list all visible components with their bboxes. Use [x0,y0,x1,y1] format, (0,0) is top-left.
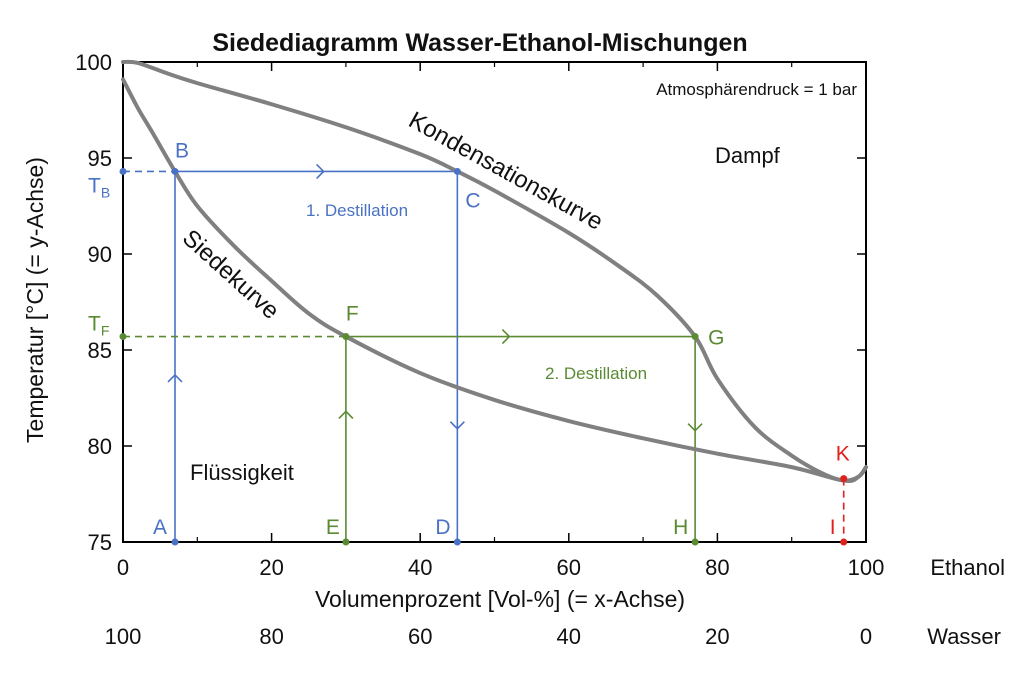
point-g [691,333,699,341]
x-axis: 0 100 20 80 40 60 60 40 80 20 100 0 [105,62,885,649]
y-tick-label: 100 [75,50,112,75]
pressure-annotation: Atmosphärendruck = 1 bar [656,80,857,99]
y-tick-label: 80 [88,434,112,459]
region-label-liquid: Flüssigkeit [190,460,294,485]
temperature-label-tf: TF [88,313,109,339]
y-axis: 75 80 85 90 95 100 [75,50,866,555]
arrow-b-c [316,163,325,180]
x-tick-label: 80 [705,555,729,580]
x-unit-label-ethanol: Ethanol [930,555,1005,580]
x-unit-label-water: Wasser [927,624,1001,649]
point-k [840,475,848,483]
x-tick-label-water: 20 [705,624,729,649]
x-tick-label-water: 0 [860,624,872,649]
y-tick-label: 75 [88,530,112,555]
construction-lines [123,163,845,542]
arrow-g-h [687,423,703,432]
point-i [840,538,848,546]
chart-title: Siedediagramm Wasser-Ethanol-Mischungen [212,29,747,57]
x-axis-label: Volumenprozent [Vol-%] (= x-Achse) [315,586,685,612]
y-tick-label: 85 [88,338,112,363]
arrow-c-d [449,421,465,430]
x-tick-label: 60 [557,555,581,580]
point-f [342,333,350,341]
arrow-e-f [338,410,354,420]
y-axis-label: Temperatur [°C] (= y-Achse) [22,157,48,443]
x-tick-label: 40 [408,555,432,580]
point-label-k: K [836,443,850,466]
x-tick-label-water: 100 [105,624,142,649]
condensation-curve [121,59,868,483]
x-tick-label: 100 [848,555,885,580]
temperature-point-b [119,167,127,175]
point-b [171,167,179,175]
point-label-f: F [346,303,359,326]
boiling-curve-label: Siedekurve [177,224,284,324]
point-label-d: D [435,516,450,539]
y-tick-label: 95 [88,146,112,171]
distillation-label-2: 2. Destillation [545,364,647,383]
point-a [171,538,179,546]
distillation-label-1: 1. Destillation [306,201,408,220]
x-tick-label-water: 40 [557,624,581,649]
point-c [453,167,461,175]
point-label-c: C [465,189,480,212]
x-tick-label-water: 80 [259,624,283,649]
x-tick-label: 0 [117,555,129,580]
point-e [342,538,350,546]
point-h [691,538,699,546]
y-tick-label: 90 [88,242,112,267]
point-label-b: B [175,139,189,162]
temperature-label-tb: TB [88,174,110,200]
point-d [453,538,461,546]
point-label-i: I [830,516,836,539]
temperature-point-f [119,333,127,341]
arrow-a-b [167,373,183,383]
region-label-vapor: Dampf [715,143,781,168]
point-label-e: E [326,516,340,539]
arrow-f-g [501,328,511,345]
point-label-a: A [153,516,167,539]
x-tick-label: 20 [259,555,283,580]
point-label-g: G [708,327,724,350]
point-label-h: H [673,516,688,539]
x-tick-label-water: 60 [408,624,432,649]
